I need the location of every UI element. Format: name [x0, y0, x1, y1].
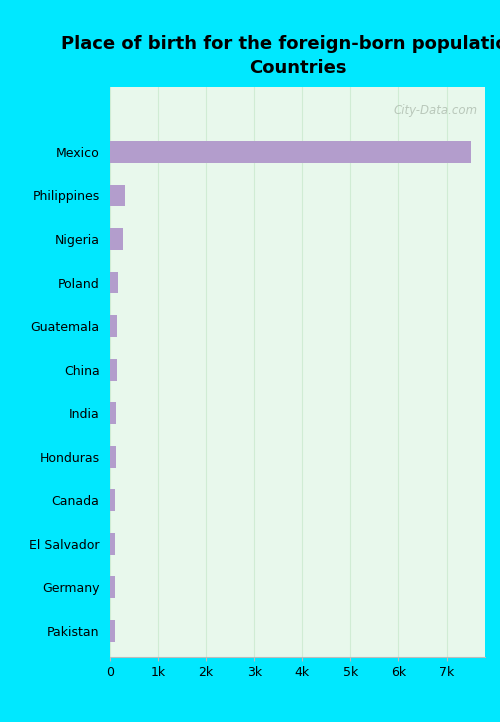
Bar — [110, 490, 116, 511]
Bar — [110, 446, 116, 468]
Text: City-Data.com: City-Data.com — [394, 104, 477, 117]
Bar — [110, 533, 115, 554]
Bar — [110, 228, 123, 250]
Bar — [110, 359, 117, 380]
Bar — [110, 620, 114, 642]
Bar — [110, 402, 116, 424]
Bar — [110, 316, 118, 337]
Bar — [110, 271, 118, 293]
Title: Place of birth for the foreign-born population -
Countries: Place of birth for the foreign-born popu… — [61, 35, 500, 77]
Bar — [110, 185, 126, 206]
Bar — [110, 141, 470, 163]
Bar — [110, 576, 115, 599]
